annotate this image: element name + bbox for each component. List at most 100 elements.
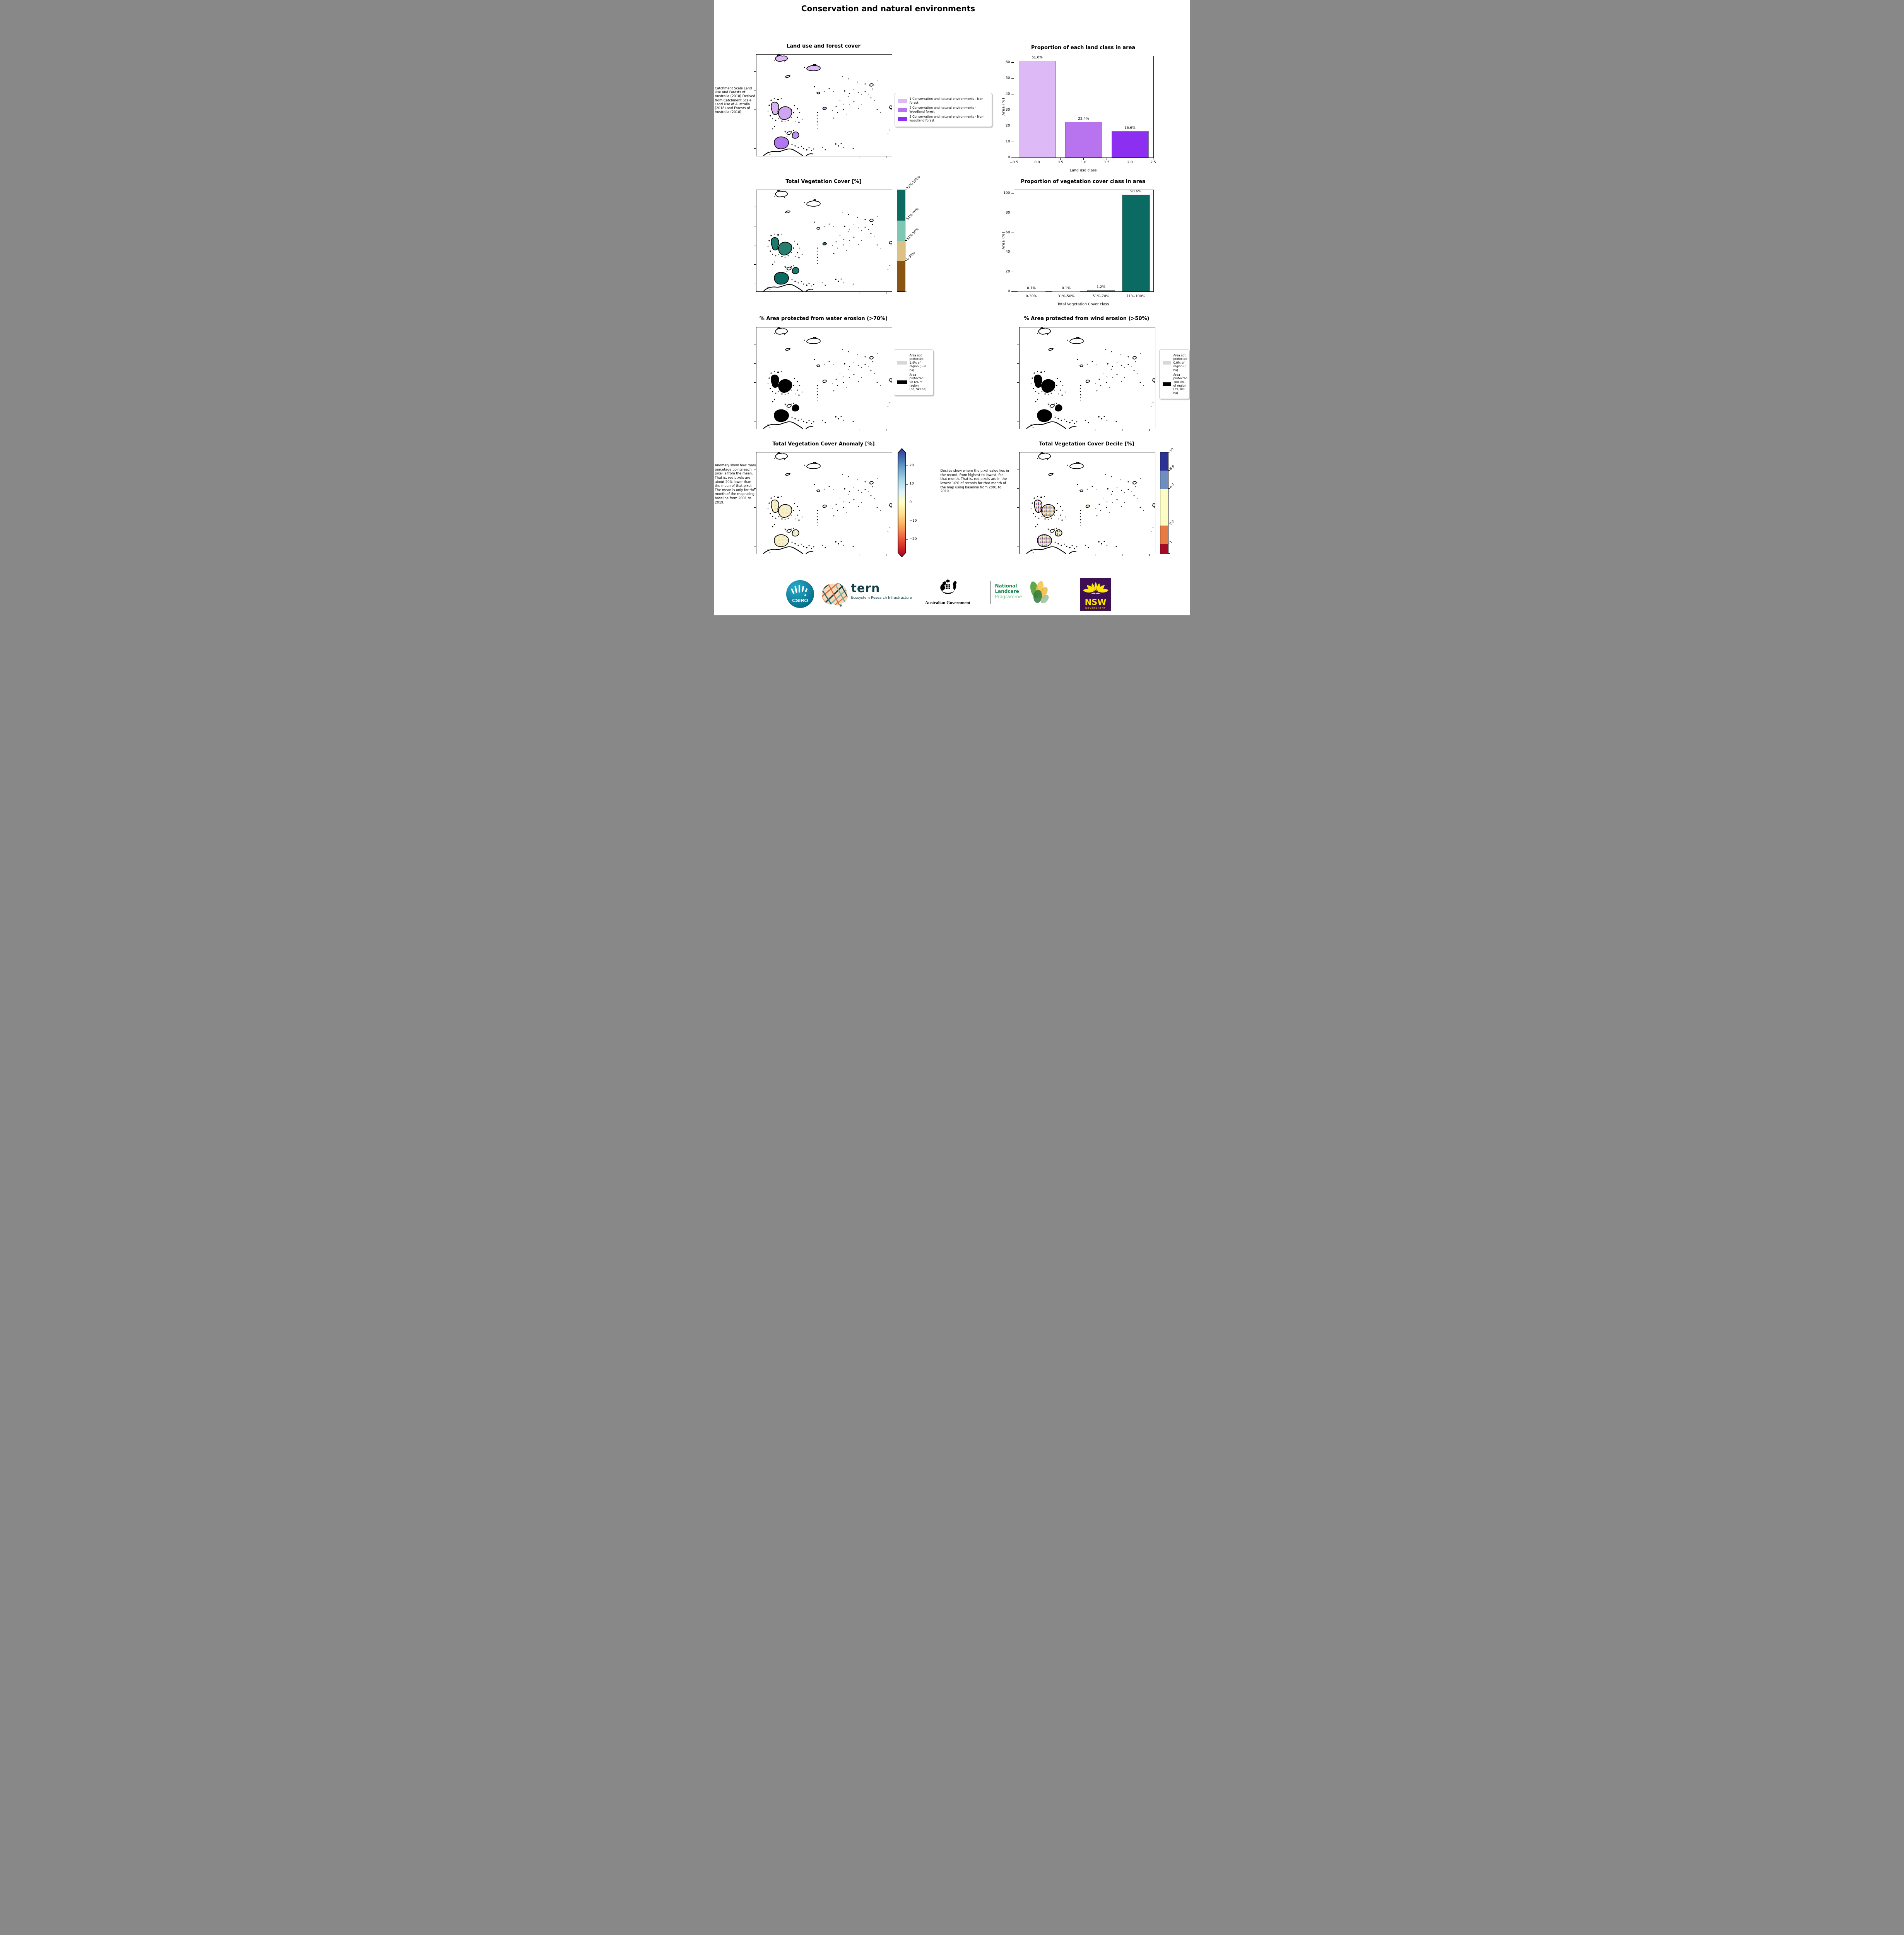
islet-dot	[770, 235, 772, 236]
islet-dot	[823, 226, 825, 228]
island	[775, 191, 788, 197]
report-page: Conservation and natural environments La…	[714, 0, 1190, 615]
islet-dot	[874, 373, 875, 374]
islet-dot	[1076, 421, 1077, 423]
island	[806, 200, 821, 207]
x-tick-label: 0-30%	[1026, 295, 1037, 298]
islet-dot	[1032, 513, 1034, 514]
islet-dot	[1080, 385, 1081, 386]
islet-dot	[860, 104, 862, 105]
islet-dot	[870, 97, 871, 99]
colorbar-tick	[1168, 553, 1170, 554]
islet-dot	[876, 507, 878, 508]
island	[770, 500, 779, 513]
islet-dot	[1041, 391, 1042, 392]
map-axis-tick	[753, 264, 756, 265]
islet-dot	[1062, 510, 1063, 511]
islet-dot	[1106, 382, 1107, 383]
islet-dot	[1032, 388, 1034, 389]
islet-dot	[1100, 543, 1102, 545]
islet-dot	[799, 112, 800, 113]
island	[777, 452, 780, 454]
map-axis-tick	[753, 71, 756, 72]
island	[822, 106, 827, 110]
islet-dot	[1111, 351, 1112, 353]
islet-dot	[843, 226, 845, 227]
tasmania-shape	[839, 604, 842, 607]
islet-dot	[840, 541, 842, 542]
islet-dot	[821, 545, 823, 546]
islet-dot	[833, 364, 834, 365]
islet-dot	[1110, 368, 1112, 370]
islet-dot	[840, 416, 842, 417]
islet-dot	[860, 502, 862, 503]
islet-dot	[833, 390, 834, 392]
vegetation-class-chart: Proportion of vegetation cover class in …	[1001, 179, 1171, 314]
map-canvas	[1026, 452, 1155, 554]
islet-dot	[825, 422, 826, 423]
land-class-chart: Proportion of each land class in area Ar…	[1001, 45, 1171, 180]
vegetation-map-title: Total Vegetation Cover [%]	[785, 179, 862, 185]
x-tick-label: 1.5	[1104, 161, 1110, 164]
islet-dot	[831, 508, 833, 509]
islet-dot	[831, 245, 833, 246]
islet-dot	[1032, 426, 1033, 428]
islet-dot	[806, 284, 807, 286]
islet-dot	[831, 383, 833, 384]
islet-dot	[849, 104, 850, 105]
islet-dot	[793, 265, 794, 267]
islet-dot	[1139, 478, 1141, 479]
islet-dot	[769, 289, 770, 291]
islet-dot	[1061, 519, 1063, 521]
islet-dot	[801, 254, 802, 255]
bar	[1065, 122, 1102, 158]
islet-dot	[817, 112, 818, 113]
islet-dot	[843, 420, 844, 421]
vegetation-colorbar: 71%-100% 51%-70% 31%-50% 0-30%	[896, 175, 943, 292]
islet-dot	[1061, 545, 1062, 546]
island	[770, 237, 779, 250]
islet-dot	[835, 279, 837, 280]
legend-item: 1 Conservation and natural environments …	[898, 97, 989, 105]
islet-dot	[837, 385, 838, 386]
island	[816, 227, 820, 230]
island	[806, 65, 821, 71]
islet-dot	[1054, 403, 1055, 405]
islet-dot	[786, 135, 787, 137]
islet-dot	[1100, 418, 1102, 420]
islet-dot	[864, 219, 866, 220]
islet-dot	[842, 349, 843, 350]
islet-dot	[1127, 489, 1129, 490]
island	[785, 211, 790, 214]
islet-dot	[876, 109, 878, 110]
island	[869, 356, 874, 360]
islet-dot	[828, 223, 830, 225]
islet-dot	[772, 516, 773, 517]
island	[778, 379, 792, 393]
coastline	[1068, 551, 1076, 554]
island	[869, 481, 874, 485]
x-tick-label: −0.5	[1009, 161, 1018, 164]
bar	[1122, 195, 1150, 291]
islet-dot	[853, 236, 854, 238]
islet-dot	[777, 497, 779, 498]
island	[770, 375, 779, 388]
islet-dot	[857, 217, 858, 218]
islet-dot	[1035, 526, 1036, 527]
coastline	[763, 148, 803, 156]
islet-dot	[803, 421, 804, 422]
islet-dot	[1071, 545, 1073, 546]
islet-dot	[876, 80, 878, 81]
map-axis-tick	[753, 382, 756, 383]
island	[792, 529, 799, 537]
colorbar-segment	[1160, 471, 1168, 489]
islet-dot	[1047, 403, 1049, 405]
islet-dot	[784, 130, 785, 132]
y-tick-label: 50	[1006, 76, 1010, 80]
islet-dot	[798, 122, 800, 123]
islet-dot	[794, 120, 795, 122]
islet-dot	[1066, 546, 1067, 547]
islet-dot	[817, 510, 818, 511]
island	[773, 136, 789, 149]
islet-dot	[769, 154, 770, 155]
